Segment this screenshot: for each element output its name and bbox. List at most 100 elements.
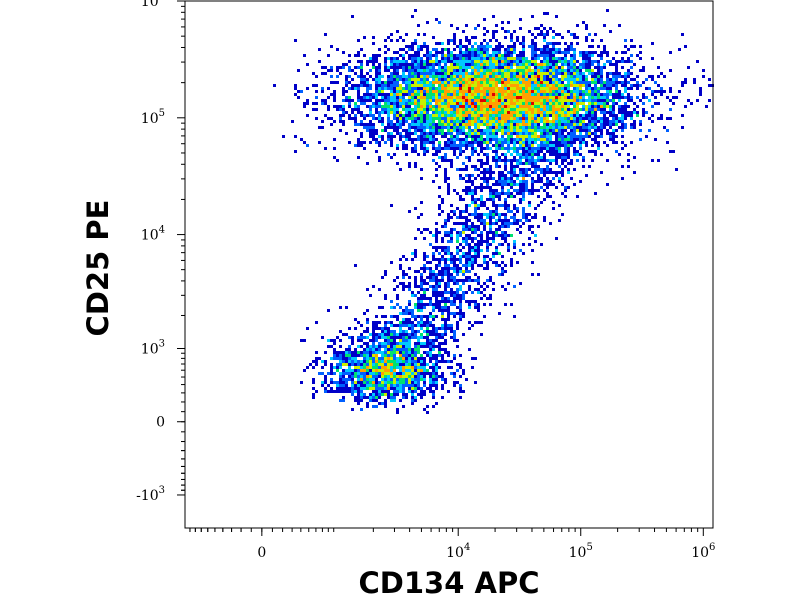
- density-point: [381, 276, 384, 279]
- density-point: [360, 132, 363, 135]
- density-point: [402, 48, 405, 51]
- density-point: [501, 174, 504, 177]
- density-point: [507, 144, 510, 147]
- density-point: [441, 66, 444, 69]
- density-point: [420, 90, 423, 93]
- density-point: [462, 123, 465, 126]
- density-point: [396, 117, 399, 120]
- density-point: [621, 105, 624, 108]
- density-point: [324, 381, 327, 384]
- density-point: [414, 123, 417, 126]
- density-point: [420, 327, 423, 330]
- density-point: [441, 387, 444, 390]
- density-point: [444, 222, 447, 225]
- density-point: [549, 102, 552, 105]
- density-point: [573, 153, 576, 156]
- density-point: [390, 336, 393, 339]
- density-point: [423, 117, 426, 120]
- density-point: [489, 213, 492, 216]
- density-point: [366, 330, 369, 333]
- density-point: [432, 306, 435, 309]
- density-point: [381, 75, 384, 78]
- density-point: [510, 99, 513, 102]
- density-point: [612, 81, 615, 84]
- density-point: [441, 147, 444, 150]
- density-point: [636, 96, 639, 99]
- density-point: [453, 279, 456, 282]
- density-point: [474, 198, 477, 201]
- density-point: [549, 90, 552, 93]
- density-point: [534, 102, 537, 105]
- density-point: [408, 162, 411, 165]
- density-point: [480, 75, 483, 78]
- density-point: [387, 384, 390, 387]
- density-point: [552, 150, 555, 153]
- density-point: [459, 87, 462, 90]
- density-point: [537, 144, 540, 147]
- density-point: [504, 153, 507, 156]
- density-point: [567, 93, 570, 96]
- density-point: [465, 78, 468, 81]
- density-point: [585, 24, 588, 27]
- density-point: [519, 51, 522, 54]
- density-point: [372, 138, 375, 141]
- density-point: [591, 126, 594, 129]
- density-point: [405, 60, 408, 63]
- density-point: [603, 81, 606, 84]
- density-point: [498, 144, 501, 147]
- density-point: [390, 144, 393, 147]
- density-point: [600, 120, 603, 123]
- density-point: [450, 57, 453, 60]
- density-point: [435, 273, 438, 276]
- density-point: [363, 351, 366, 354]
- density-point: [624, 60, 627, 63]
- density-point: [408, 96, 411, 99]
- density-point: [483, 66, 486, 69]
- density-point: [606, 93, 609, 96]
- density-point: [564, 63, 567, 66]
- density-point: [450, 159, 453, 162]
- density-point: [639, 45, 642, 48]
- density-point: [438, 147, 441, 150]
- density-point: [555, 141, 558, 144]
- density-point: [396, 81, 399, 84]
- density-point: [549, 51, 552, 54]
- density-point: [513, 126, 516, 129]
- density-point: [399, 327, 402, 330]
- density-point: [417, 105, 420, 108]
- density-point: [426, 57, 429, 60]
- density-point: [486, 261, 489, 264]
- density-point: [534, 129, 537, 132]
- density-point: [438, 93, 441, 96]
- density-point: [495, 81, 498, 84]
- density-point: [561, 156, 564, 159]
- density-point: [417, 360, 420, 363]
- density-point: [579, 90, 582, 93]
- density-point: [525, 174, 528, 177]
- density-point: [528, 63, 531, 66]
- density-point: [414, 126, 417, 129]
- density-point: [468, 204, 471, 207]
- density-point: [435, 228, 438, 231]
- density-point: [387, 84, 390, 87]
- density-point: [534, 63, 537, 66]
- density-point: [327, 96, 330, 99]
- density-point: [561, 117, 564, 120]
- density-point: [705, 105, 708, 108]
- density-point: [339, 375, 342, 378]
- density-point: [567, 84, 570, 87]
- density-point: [693, 81, 696, 84]
- density-point: [597, 78, 600, 81]
- density-point: [507, 204, 510, 207]
- density-point: [579, 180, 582, 183]
- density-point: [351, 69, 354, 72]
- density-point: [345, 111, 348, 114]
- density-point: [651, 78, 654, 81]
- density-point: [483, 258, 486, 261]
- density-point: [414, 105, 417, 108]
- density-point: [534, 132, 537, 135]
- density-point: [558, 42, 561, 45]
- density-point: [486, 63, 489, 66]
- density-point: [456, 129, 459, 132]
- density-point: [339, 378, 342, 381]
